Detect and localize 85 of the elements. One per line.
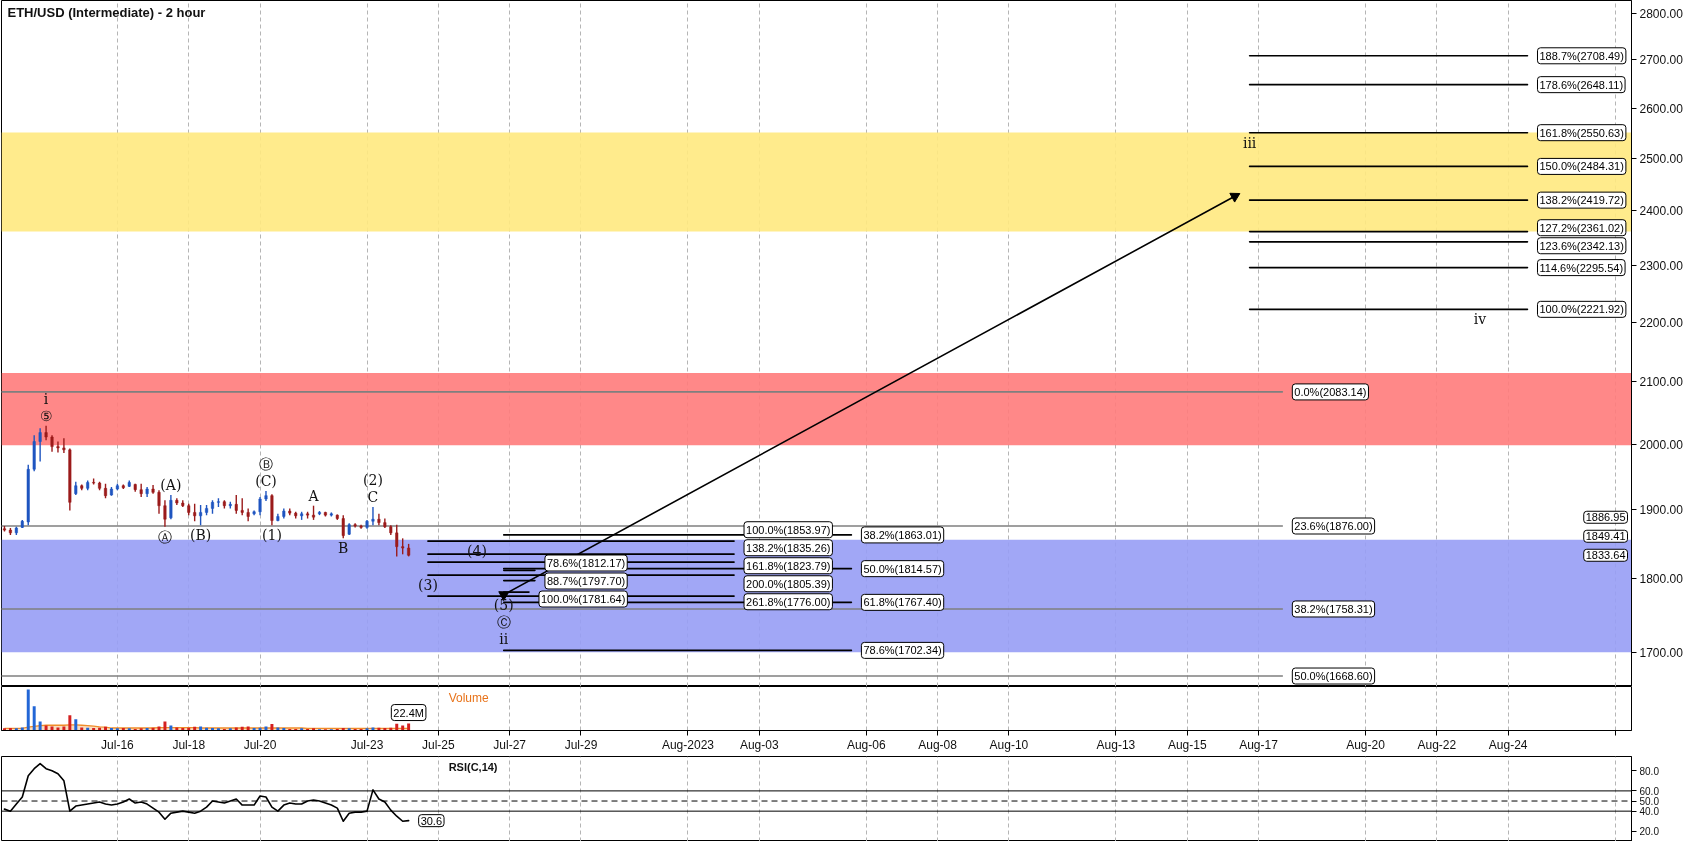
x-tick-label: Aug-13 bbox=[1096, 737, 1136, 752]
x-tick-label: Aug-2023 bbox=[661, 737, 715, 752]
y-tick-label: 80.0 bbox=[1639, 765, 1660, 777]
annotation: (B) bbox=[190, 527, 212, 544]
data-label: 161.8%(2550.63) bbox=[1539, 126, 1624, 139]
x-tick-label: Jul-20 bbox=[243, 737, 277, 752]
annotation: 1886.95 bbox=[1585, 511, 1626, 524]
y-tick-label: 2600.00 bbox=[1639, 101, 1684, 116]
annotation: C bbox=[367, 489, 379, 506]
annotation: iii bbox=[1242, 134, 1257, 151]
annotation: Ⓑ bbox=[258, 456, 273, 473]
y-tick-label: 1800.00 bbox=[1639, 572, 1684, 587]
y-tick-label: 1700.00 bbox=[1639, 645, 1684, 660]
x-tick-label: Aug-08 bbox=[918, 737, 958, 752]
annotation: (1) bbox=[262, 527, 282, 544]
annotation: 1833.64 bbox=[1585, 549, 1626, 562]
data-label: 114.6%(2295.54) bbox=[1539, 261, 1624, 274]
data-label: 38.2%(1863.01) bbox=[863, 528, 942, 541]
annotation: (3) bbox=[418, 577, 438, 594]
data-label: 178.6%(2648.11) bbox=[1539, 78, 1624, 91]
data-label: 123.6%(2342.13) bbox=[1539, 239, 1624, 252]
x-tick-label: Aug-10 bbox=[989, 737, 1029, 752]
y-tick-label: 2700.00 bbox=[1639, 53, 1684, 68]
data-label: 188.7%(2708.49) bbox=[1539, 49, 1624, 62]
x-tick-label: Aug-06 bbox=[846, 737, 886, 752]
y-tick-label: 1900.00 bbox=[1639, 503, 1684, 518]
annotation: (A) bbox=[160, 477, 182, 493]
data-label: 127.2%(2361.02) bbox=[1539, 221, 1624, 234]
data-label: 138.2%(2419.72) bbox=[1539, 194, 1624, 207]
y-tick-label: 2300.00 bbox=[1639, 258, 1684, 273]
data-label: 150.0%(2484.31) bbox=[1539, 160, 1624, 173]
y-tick-label: 50.0 bbox=[1639, 796, 1660, 808]
x-tick-label: Aug-15 bbox=[1167, 737, 1207, 752]
data-label: 100.0%(2221.92) bbox=[1539, 303, 1624, 316]
y-tick-label: 20.0 bbox=[1639, 826, 1660, 838]
y-tick-label: 2500.00 bbox=[1639, 151, 1684, 166]
data-label: 161.8%(1823.79) bbox=[746, 559, 831, 572]
chart-title: Volume bbox=[448, 690, 489, 705]
y-tick-label: 2000.00 bbox=[1639, 437, 1684, 452]
annotation: Ⓒ bbox=[496, 613, 511, 630]
x-tick-label: Jul-29 bbox=[564, 737, 598, 752]
x-tick-label: Aug-22 bbox=[1417, 737, 1457, 752]
x-tick-label: Jul-18 bbox=[172, 737, 206, 752]
data-label: 138.2%(1835.26) bbox=[746, 541, 831, 554]
data-label: 38.2%(1758.31) bbox=[1294, 602, 1373, 615]
data-label: 23.6%(1876.00) bbox=[1294, 520, 1373, 533]
x-tick-label: Jul-25 bbox=[422, 737, 456, 752]
y-tick-label: 2200.00 bbox=[1639, 315, 1684, 330]
chart-title: RSI(C,14) bbox=[448, 760, 498, 773]
x-tick-label: Aug-20 bbox=[1346, 737, 1386, 752]
annotation: ⑤ bbox=[39, 407, 53, 424]
annotation: i bbox=[43, 390, 49, 407]
annotation: Ⓐ bbox=[157, 528, 172, 545]
annotation: 1849.41 bbox=[1585, 530, 1626, 543]
annotation: iv bbox=[1473, 311, 1487, 328]
y-tick-label: 2400.00 bbox=[1639, 204, 1684, 219]
annotation: ii bbox=[499, 630, 509, 647]
data-label: 100.0%(1853.97) bbox=[746, 523, 831, 536]
data-label: 200.0%(1805.39) bbox=[746, 577, 831, 590]
x-tick-label: Jul-27 bbox=[493, 737, 527, 752]
x-tick-label: Aug-24 bbox=[1488, 737, 1528, 752]
data-label: 261.8%(1776.00) bbox=[746, 595, 831, 608]
y-tick-label: 40.0 bbox=[1639, 806, 1660, 818]
data-label: 22.4M bbox=[393, 706, 424, 719]
data-label: 78.6%(1702.34) bbox=[863, 644, 942, 657]
annotation: (2) bbox=[363, 472, 383, 489]
y-tick-label: 2800.00 bbox=[1639, 6, 1684, 21]
x-tick-label: Jul-23 bbox=[350, 737, 384, 752]
data-label: 100.0%(1781.64) bbox=[540, 593, 626, 606]
y-tick-label: 60.0 bbox=[1639, 785, 1660, 797]
x-tick-label: Aug-17 bbox=[1239, 737, 1279, 752]
data-label: 50.0%(1668.60) bbox=[1294, 670, 1373, 683]
annotation: B bbox=[338, 540, 349, 557]
annotation: A bbox=[307, 487, 320, 504]
chart-title: ETH/USD (Intermediate) - 2 hour bbox=[7, 4, 206, 20]
y-tick-label: 2100.00 bbox=[1639, 375, 1684, 390]
data-label: 78.6%(1812.17) bbox=[546, 556, 626, 569]
data-label: 50.0%(1814.57) bbox=[863, 562, 942, 575]
x-tick-label: Aug-03 bbox=[739, 737, 779, 752]
data-label: 88.7%(1797.70) bbox=[546, 575, 626, 588]
data-label: 30.6 bbox=[420, 814, 443, 827]
annotation: (C) bbox=[255, 473, 277, 490]
data-label: 0.0%(2083.14) bbox=[1294, 385, 1367, 398]
data-label: 61.8%(1767.40) bbox=[863, 596, 942, 609]
x-tick-label: Jul-16 bbox=[101, 737, 135, 752]
